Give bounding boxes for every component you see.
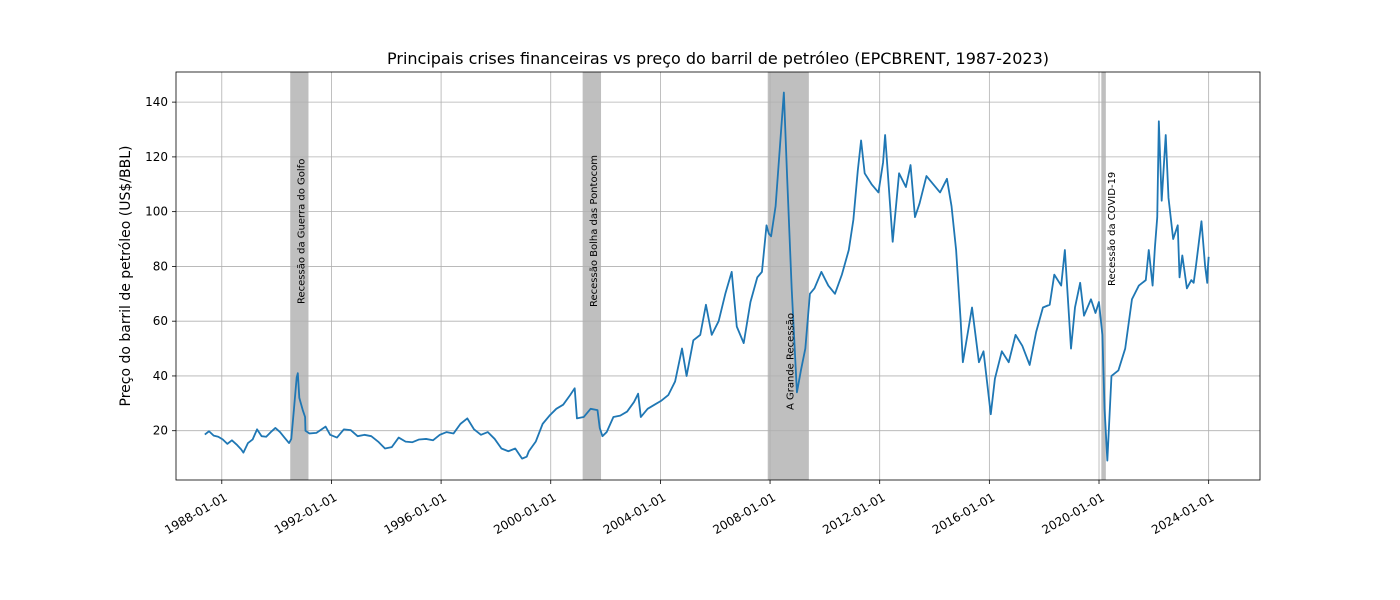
y-tick-label: 120 <box>145 150 168 164</box>
recession-label-4: Recessão da COVID-19 <box>1107 172 1118 286</box>
recession-labels: Recessão da Guerra do Golfo Recessão Bolh… <box>296 155 1117 410</box>
y-tick-label: 60 <box>153 314 168 328</box>
y-tick-label: 80 <box>153 259 168 273</box>
x-tick-label: 2016-01-01 <box>930 490 997 537</box>
y-tick-label: 40 <box>153 369 168 383</box>
y-tick-label: 140 <box>145 95 168 109</box>
x-tick-label: 2004-01-01 <box>601 490 668 537</box>
gridlines <box>176 72 1260 480</box>
y-axis-label: Preço do barril de petróleo (US$/BBL) <box>118 146 134 407</box>
brent-price-line <box>204 91 1210 462</box>
x-tick-label: 2020-01-01 <box>1040 490 1107 537</box>
x-tick-label: 2024-01-01 <box>1149 490 1216 537</box>
x-tick-label: 2012-01-01 <box>820 490 887 537</box>
x-tick-label: 1992-01-01 <box>272 490 339 537</box>
recession-label-1: Recessão da Guerra do Golfo <box>296 159 307 304</box>
y-tick-label: 20 <box>153 424 168 438</box>
recession-band-4 <box>1101 72 1106 480</box>
recession-bands <box>290 72 1106 480</box>
x-tick-label: 1996-01-01 <box>382 490 449 537</box>
plot-frame <box>175 71 1261 481</box>
chart-title: Principais crises financeiras vs preço d… <box>387 49 1049 68</box>
recession-label-3: A Grande Recessão <box>785 313 796 410</box>
price-series <box>204 91 1210 462</box>
recession-label-2: Recessão Bolha das Pontocom <box>589 155 600 307</box>
recession-band-3 <box>767 72 809 480</box>
x-tick-label: 2000-01-01 <box>491 490 558 537</box>
recession-band-1 <box>290 72 309 480</box>
x-tick-label: 2008-01-01 <box>711 490 778 537</box>
recession-band-2 <box>582 72 602 480</box>
y-tick-label: 100 <box>145 205 168 219</box>
x-tick-label: 1988-01-01 <box>162 490 229 537</box>
